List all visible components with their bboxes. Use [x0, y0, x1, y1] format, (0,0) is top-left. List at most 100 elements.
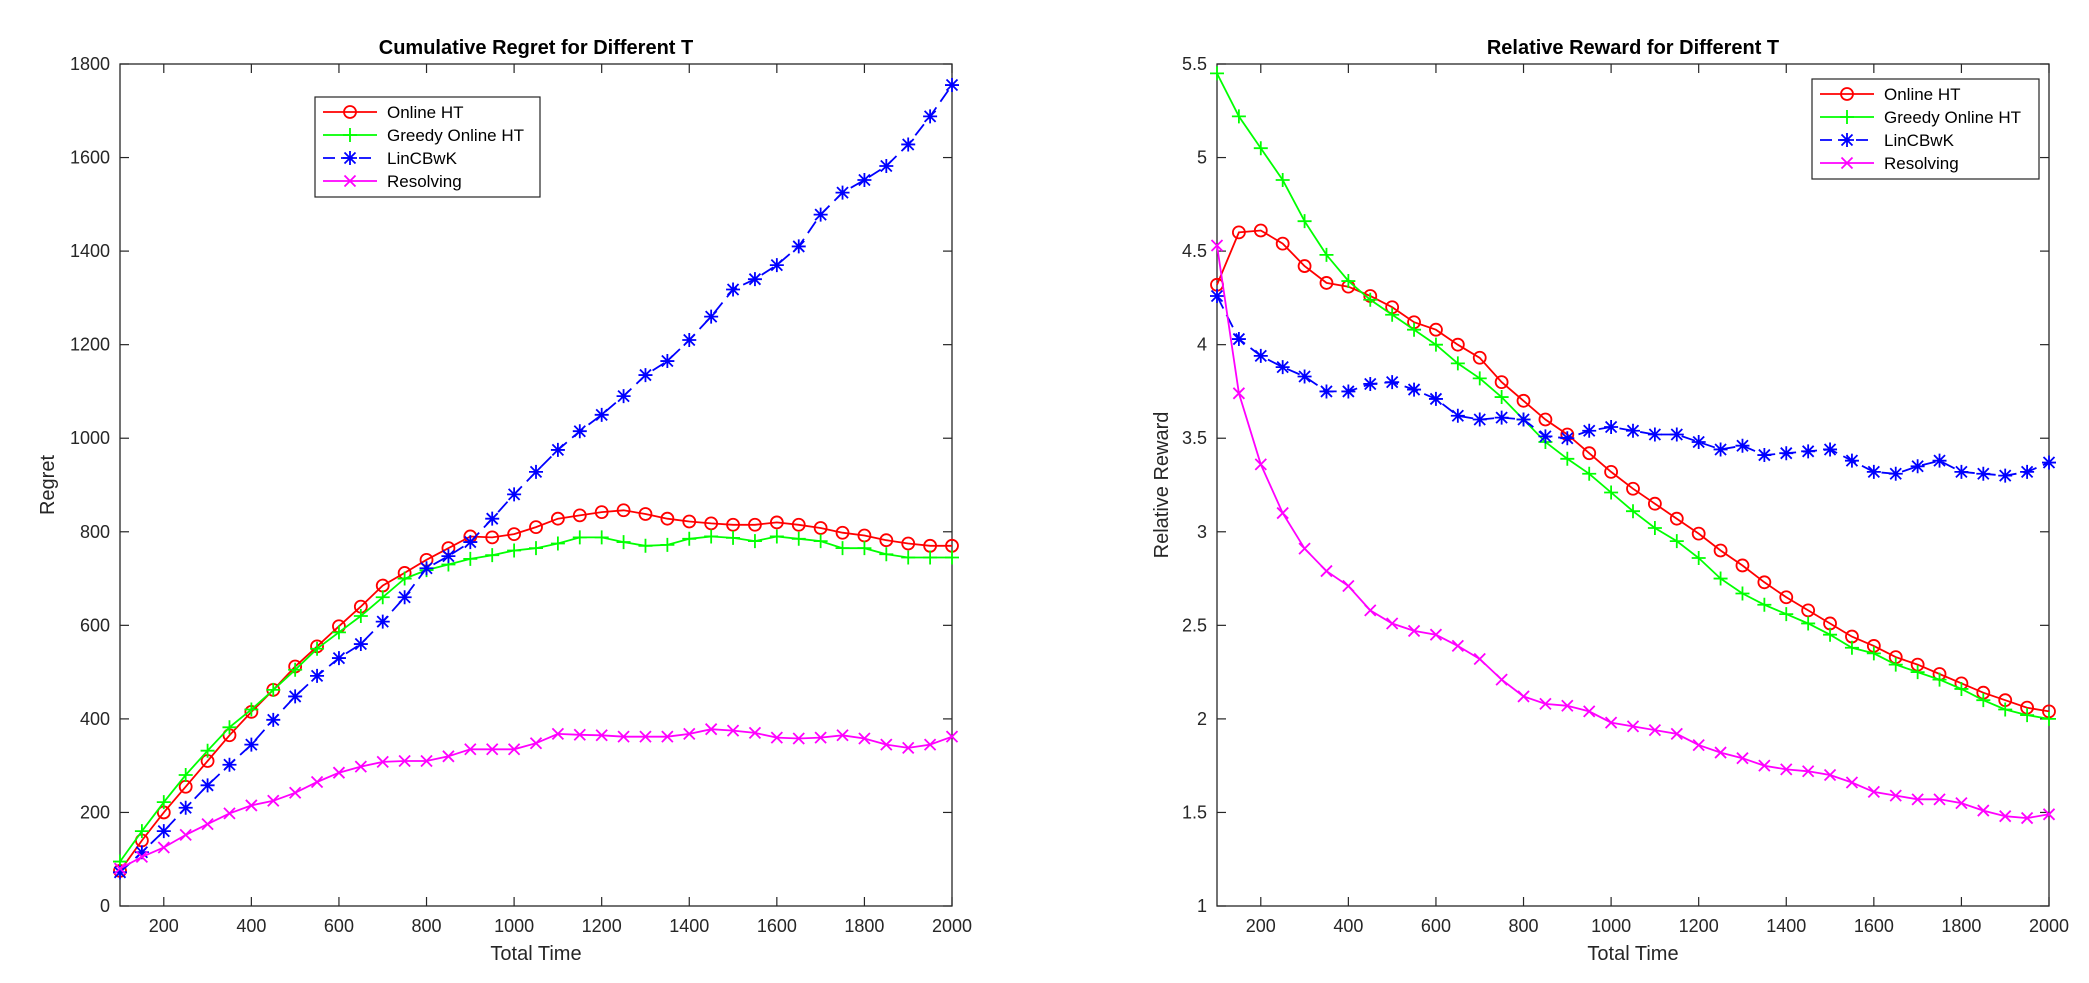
- x-tick-label: 1400: [669, 916, 709, 936]
- data-point: [1779, 590, 1794, 605]
- chart-title: Relative Reward for Different T: [1487, 37, 1779, 59]
- y-tick-label: 1600: [70, 148, 110, 168]
- legend-label: Online HT: [1884, 85, 1961, 104]
- data-point: [726, 724, 740, 737]
- data-point: [1231, 109, 1246, 124]
- data-point: [1386, 617, 1399, 630]
- data-point: [594, 530, 609, 545]
- y-tick-label: 4: [1197, 335, 1207, 355]
- x-tick-label: 2000: [932, 916, 972, 936]
- data-point: [375, 614, 390, 629]
- y-tick-label: 5.5: [1182, 54, 1207, 74]
- data-point: [660, 354, 675, 369]
- data-point: [1844, 640, 1859, 655]
- x-tick-label: 600: [324, 916, 354, 936]
- data-point: [1626, 423, 1640, 438]
- data-point: [1844, 453, 1859, 468]
- data-point: [1713, 543, 1728, 558]
- data-point: [1297, 214, 1312, 229]
- y-axis-label: Regret: [37, 455, 59, 515]
- data-point: [1604, 716, 1618, 729]
- plot-area: [1216, 63, 2050, 907]
- data-point: [1254, 458, 1267, 471]
- data-point: [1582, 423, 1597, 438]
- data-point: [529, 541, 543, 556]
- x-tick-label: 1000: [1591, 916, 1631, 936]
- data-point: [353, 608, 368, 623]
- data-point: [1823, 627, 1838, 642]
- series-line-online-ht: [119, 509, 952, 872]
- data-point: [486, 743, 499, 756]
- data-point: [1210, 239, 1224, 252]
- data-point: [2020, 811, 2034, 825]
- y-tick-label: 1200: [70, 335, 110, 355]
- x-tick-label: 1200: [582, 916, 622, 936]
- data-point: [1647, 496, 1662, 511]
- data-point: [529, 464, 543, 479]
- data-point: [747, 272, 762, 287]
- data-point: [1231, 332, 1246, 347]
- data-point: [1911, 793, 1924, 806]
- y-tick-label: 1400: [70, 241, 110, 261]
- data-point: [463, 535, 478, 550]
- data-point: [661, 730, 674, 743]
- x-tick-label: 2000: [2029, 916, 2069, 936]
- data-point: [638, 538, 653, 553]
- data-point: [397, 571, 412, 586]
- data-point: [1319, 384, 1334, 399]
- data-point: [1932, 672, 1947, 687]
- data-point: [376, 755, 389, 769]
- data-point: [1428, 337, 1443, 352]
- data-point: [1210, 66, 1224, 81]
- data-point: [660, 511, 675, 526]
- data-point: [726, 530, 741, 545]
- data-point: [266, 682, 281, 697]
- data-point: [551, 727, 565, 740]
- data-point: [1561, 699, 1574, 712]
- data-point: [1385, 375, 1400, 390]
- data-point: [1450, 337, 1465, 352]
- data-point: [791, 239, 806, 254]
- data-point: [769, 258, 784, 273]
- data-point: [2020, 464, 2035, 479]
- data-point: [573, 728, 586, 741]
- data-point: [769, 529, 784, 544]
- x-tick-label: 1200: [1679, 916, 1719, 936]
- data-point: [201, 818, 214, 831]
- data-point: [1538, 429, 1553, 444]
- data-point: [791, 531, 806, 546]
- data-point: [1736, 752, 1749, 765]
- data-point: [1779, 446, 1794, 461]
- data-point: [156, 824, 171, 839]
- data-point: [267, 794, 280, 807]
- data-point: [1648, 723, 1662, 737]
- data-point: [1670, 727, 1683, 740]
- data-point: [1275, 360, 1290, 375]
- y-tick-label: 2.5: [1182, 615, 1207, 635]
- x-tick-label: 800: [1509, 916, 1539, 936]
- data-point: [1691, 434, 1706, 449]
- y-tick-label: 2: [1197, 709, 1207, 729]
- data-point: [485, 530, 500, 545]
- data-point: [1429, 628, 1443, 641]
- data-point: [289, 786, 302, 799]
- data-point: [1933, 793, 1946, 806]
- data-point: [813, 207, 828, 222]
- data-point: [1494, 375, 1509, 389]
- data-point: [660, 537, 675, 552]
- chart-title: Cumulative Regret for Different T: [379, 37, 693, 59]
- data-point: [1910, 459, 1925, 474]
- data-point: [1560, 451, 1575, 466]
- x-tick-label: 400: [236, 916, 266, 936]
- data-point: [1320, 564, 1333, 578]
- legend-marker: [343, 128, 357, 142]
- data-point: [1451, 639, 1464, 653]
- data-point: [704, 309, 719, 324]
- data-point: [2042, 808, 2056, 821]
- data-point: [835, 525, 850, 540]
- data-point: [331, 625, 346, 640]
- data-point: [704, 516, 719, 531]
- data-point: [353, 637, 368, 652]
- data-point: [1385, 307, 1400, 322]
- data-point: [595, 729, 608, 742]
